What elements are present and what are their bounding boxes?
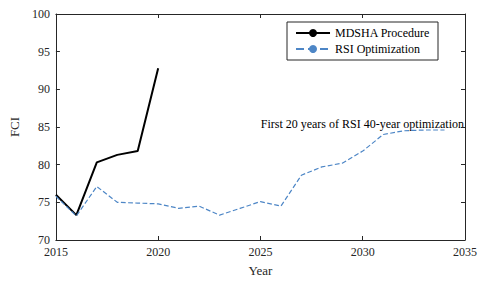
svg-text:MDSHA Procedure: MDSHA Procedure [335, 26, 429, 40]
svg-text:95: 95 [38, 45, 50, 59]
svg-text:First 20 years of RSI 40-year: First 20 years of RSI 40-year optimizati… [261, 117, 464, 131]
svg-text:2020: 2020 [146, 245, 170, 259]
svg-text:80: 80 [38, 158, 50, 172]
svg-text:FCI: FCI [7, 117, 22, 137]
svg-text:90: 90 [38, 82, 50, 96]
svg-text:2025: 2025 [248, 245, 272, 259]
svg-text:Year: Year [248, 263, 273, 278]
svg-text:75: 75 [38, 195, 50, 209]
svg-text:85: 85 [38, 120, 50, 134]
svg-text:70: 70 [37, 233, 50, 247]
svg-text:2035: 2035 [453, 245, 477, 259]
svg-text:2015: 2015 [44, 245, 68, 259]
svg-text:RSI Optimization: RSI Optimization [335, 42, 420, 56]
svg-text:100: 100 [32, 7, 50, 21]
svg-text:2030: 2030 [351, 245, 375, 259]
